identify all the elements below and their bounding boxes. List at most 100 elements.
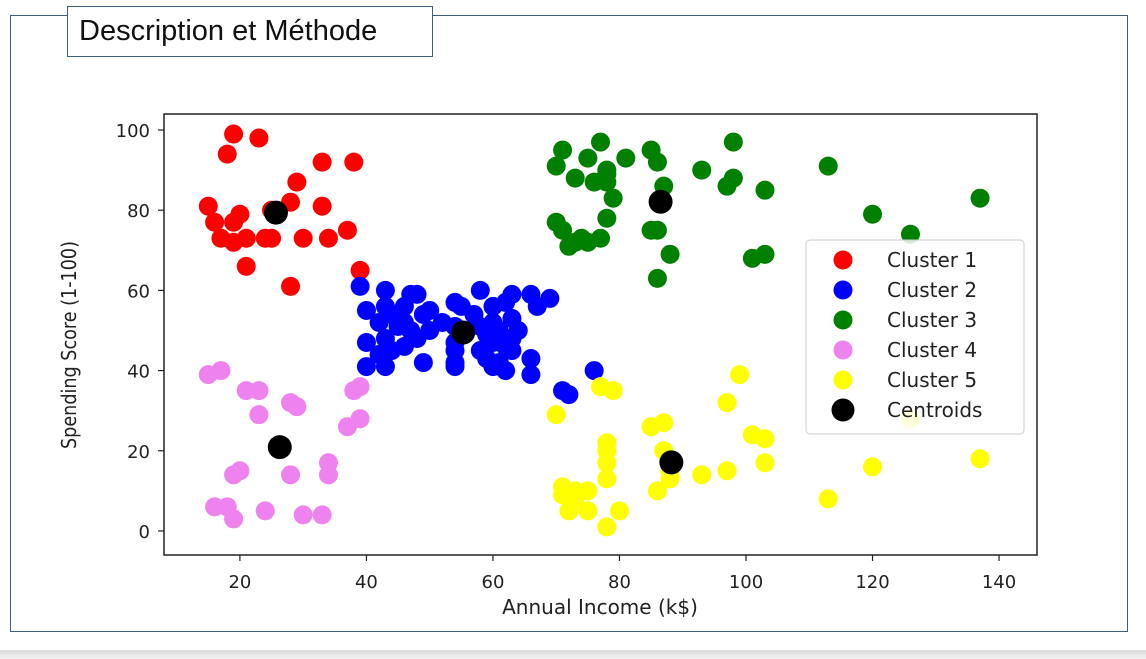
cluster-3-point — [818, 156, 838, 176]
cluster-1-point — [344, 152, 364, 172]
cluster-3-point — [647, 220, 667, 240]
cluster-2-point — [521, 349, 541, 369]
cluster-2-point — [496, 361, 516, 381]
cluster-5-point — [609, 501, 629, 521]
x-axis: 20 40 60 80 100 120 140 — [228, 555, 1016, 593]
x-tick-label: 40 — [355, 572, 378, 593]
cluster-2-point — [521, 365, 541, 385]
legend-label: Centroids — [887, 398, 982, 422]
cluster-4-point — [224, 509, 244, 529]
cluster-2-point — [356, 300, 376, 320]
y-tick-label: 60 — [127, 281, 150, 302]
cluster-2-point — [369, 312, 389, 332]
data-points — [198, 124, 990, 537]
y-tick-label: 0 — [139, 522, 150, 543]
x-tick-label: 100 — [729, 572, 763, 593]
cluster-1-point — [249, 128, 269, 148]
cluster-4-point — [224, 465, 244, 485]
x-axis-label: Annual Income (k$) — [502, 595, 698, 619]
x-tick-label: 120 — [855, 572, 889, 593]
cluster-5-point — [654, 413, 674, 433]
cluster-3-point — [970, 188, 990, 208]
cluster-3-point — [565, 168, 585, 188]
cluster-2-point — [470, 280, 490, 300]
cluster-5-point — [692, 465, 712, 485]
chart-legend: Cluster 1 Cluster 2 Cluster 3 Cluster 4 Clus… — [805, 239, 1025, 435]
cluster-3-point — [723, 132, 743, 152]
cluster-3-point — [863, 204, 883, 224]
cluster-4-point — [350, 377, 370, 397]
cluster-4-point — [281, 465, 301, 485]
y-axis: 0 20 40 60 80 100 — [116, 121, 164, 543]
cluster-1-point — [224, 212, 244, 232]
legend-label: Cluster 5 — [887, 368, 977, 392]
cluster-2-point — [356, 357, 376, 377]
cluster-3-point — [597, 208, 617, 228]
cluster-5-point — [603, 381, 623, 401]
cluster-3-point — [603, 188, 623, 208]
centroid-point — [659, 450, 684, 475]
cluster-1-point — [262, 228, 282, 248]
cluster-2-point — [350, 276, 370, 296]
legend-label: Cluster 4 — [887, 338, 977, 362]
cluster-4-point — [255, 501, 275, 521]
cluster-5-point — [597, 469, 617, 489]
cluster-3-point — [559, 236, 579, 256]
legend-label: Cluster 3 — [887, 308, 977, 332]
cluster-2-point — [375, 357, 395, 377]
cluster-3-point — [900, 224, 920, 244]
y-tick-label: 80 — [127, 201, 150, 222]
cluster-1-point — [312, 196, 332, 216]
cluster-4-point — [249, 405, 269, 425]
x-tick-label: 80 — [608, 572, 631, 593]
slide-frame — [10, 15, 1128, 632]
cluster-3-point — [692, 160, 712, 180]
cluster-5-point — [647, 481, 667, 501]
centroid-point — [267, 435, 292, 460]
cluster-3-point — [591, 228, 610, 248]
cluster-4-point — [293, 505, 313, 525]
cluster-5-point — [730, 365, 750, 385]
cluster-2-point — [527, 296, 547, 316]
cluster-1-point — [224, 232, 244, 252]
cluster-3-point — [597, 172, 617, 192]
cluster-1-point — [198, 196, 218, 216]
cluster-1-point — [236, 256, 256, 276]
cluster-5-point — [717, 461, 737, 481]
cluster-4-point — [312, 505, 332, 525]
cluster-2-point — [420, 300, 440, 320]
cluster-3-point — [553, 220, 573, 240]
cluster-5-point — [578, 501, 598, 521]
page-bottom-shadow — [0, 650, 1146, 659]
cluster-3-point — [755, 180, 775, 200]
x-tick-label: 140 — [982, 572, 1016, 593]
legend-label: Cluster 2 — [887, 278, 977, 302]
cluster-3-point — [546, 156, 566, 176]
cluster-3-point — [660, 244, 680, 264]
cluster-1-point — [293, 228, 313, 248]
legend-marker — [833, 340, 853, 360]
legend-marker — [833, 310, 853, 330]
cluster-1-point — [224, 124, 244, 144]
cluster-3-point — [591, 132, 610, 152]
cluster-1-point — [287, 172, 307, 192]
legend-marker — [833, 250, 853, 270]
cluster-1-point — [318, 228, 338, 248]
cluster-5-point — [546, 405, 566, 425]
centroid-point — [451, 320, 476, 345]
cluster-5-point — [755, 429, 775, 449]
cluster-5-point — [863, 457, 883, 477]
cluster-2-point — [559, 385, 579, 405]
cluster-2-point — [407, 284, 427, 304]
cluster-1-point — [350, 260, 370, 280]
legend-label: Cluster 1 — [887, 248, 977, 272]
cluster-3-point — [647, 268, 667, 288]
cluster-4-point — [287, 397, 307, 417]
cluster-2-point — [502, 341, 522, 361]
legend-marker — [831, 398, 855, 422]
cluster-2-point — [445, 357, 465, 377]
centroid-point — [648, 189, 673, 214]
cluster-1-point — [337, 220, 357, 240]
cluster-5-point — [717, 393, 737, 413]
